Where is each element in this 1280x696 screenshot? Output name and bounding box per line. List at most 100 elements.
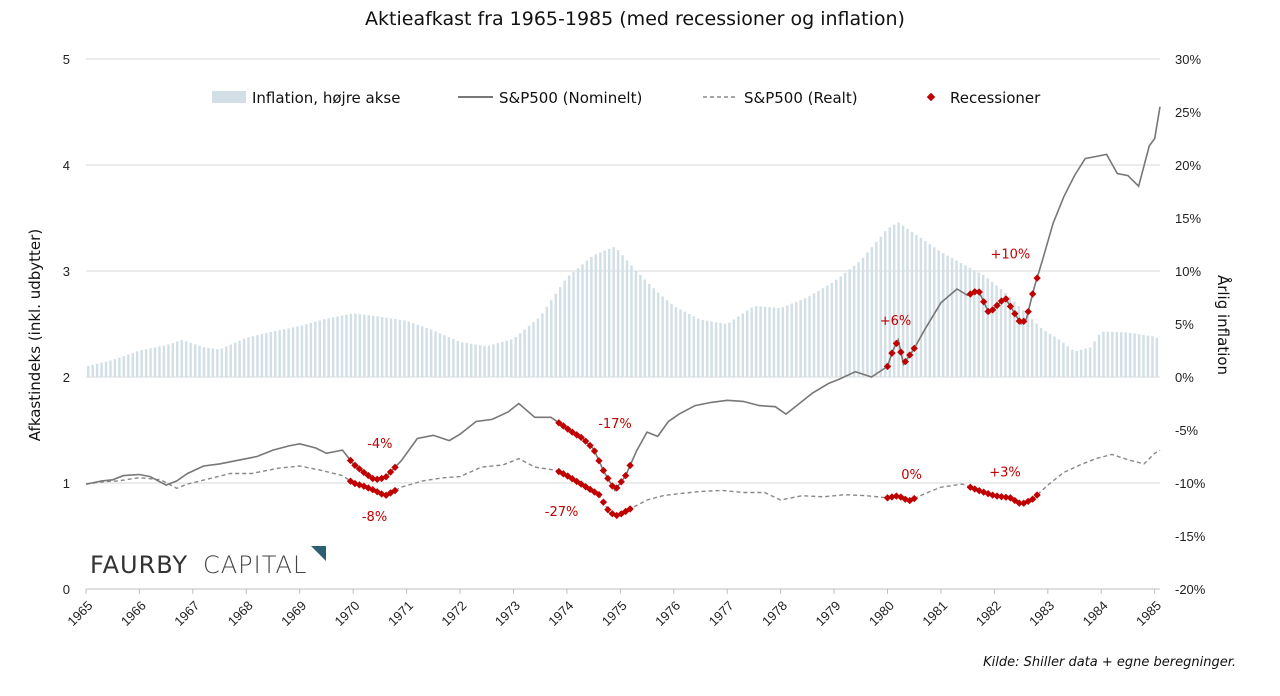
inflation-bar [314,321,317,377]
y-right-tick-label: -20% [1175,582,1206,597]
y-axis-left-label: Afkastindeks (inkl. udbytter) [26,229,44,441]
inflation-bar [817,290,820,377]
recession-marker [1020,317,1028,326]
inflation-bar [683,311,687,377]
recession-marker [906,351,914,359]
y-left-tick-label: 1 [63,476,70,491]
inflation-bar [995,285,998,377]
inflation-bar [461,342,464,377]
x-tick-label: 1974 [545,598,576,629]
inflation-bar [487,345,491,377]
x-tick-label: 1983 [1026,598,1057,629]
recession-marker [1006,302,1015,311]
inflation-bar [919,238,923,377]
chart-title: Aktieafkast fra 1965-1985 (med recession… [365,8,905,30]
inflation-bar [1128,332,1132,377]
y-right-tick-label: 5% [1175,317,1194,332]
recession-marker [559,422,568,430]
inflation-bar [585,260,589,377]
inflation-bar [937,250,940,377]
source-note: Kilde: Shiller data + egne beregninger. [983,655,1236,670]
recession-marker [617,478,625,486]
inflation-bar [697,318,700,377]
x-tick-label: 1971 [385,598,416,629]
inflation-bar [750,307,753,377]
recession-marker [1015,499,1023,507]
inflation-bar [901,225,905,377]
legend-label-recession: Recessioner [950,89,1041,107]
recession-marker [971,288,979,296]
inflation-bar [122,356,126,377]
inflation-bar [296,326,299,377]
inflation-bar [723,323,727,377]
inflation-bar [1053,336,1056,377]
x-tick-label: 1980 [866,598,897,629]
inflation-bar [852,265,856,377]
x-tick-label: 1985 [1133,598,1164,629]
inflation-bar [835,279,838,377]
inflation-bar [567,275,571,377]
recession-annotation: +10% [990,247,1030,262]
inflation-bar [1093,341,1096,377]
inflation-bar [1097,334,1101,377]
inflation-bar [1146,335,1150,377]
inflation-bar [656,292,660,377]
inflation-bar [1102,331,1105,377]
inflation-bar [1071,349,1074,377]
recession-marker [997,492,1006,501]
inflation-bar [977,272,980,377]
inflation-bar [955,260,958,377]
inflation-bar [875,241,878,377]
recession-marker [910,344,918,353]
recession-marker [1033,274,1041,282]
inflation-bar [523,329,526,377]
inflation-bar [1013,301,1016,377]
inflation-bar [621,255,624,377]
recession-marker [613,484,621,492]
x-tick-label: 1975 [599,598,630,629]
y-left-tick-label: 3 [63,264,70,279]
inflation-bar [167,344,170,377]
recession-marker [590,447,599,455]
inflation-bar [331,317,335,377]
inflation-bar [265,333,268,377]
inflation-bar [100,362,103,377]
inflation-bar [532,322,535,377]
recession-marker [604,474,612,483]
annotations: -4% -8% -17% -27% +6% 0% +10% +3% [362,247,1030,525]
inflation-bar [688,314,691,377]
inflation-bar [545,306,549,377]
recession-marker [595,490,603,499]
logo: FAURBY CAPITAL [90,546,326,579]
inflation-bar [376,316,379,377]
inflation-bar [1017,305,1021,377]
inflation-bar [558,287,562,377]
inflation-bar [394,319,397,377]
inflation-bar [1035,323,1038,377]
recession-marker [382,473,390,481]
recession-marker [386,468,395,476]
x-tick-label: 1968 [225,598,256,629]
inflation-bar [754,306,758,377]
inflation-bar [634,270,638,377]
inflation-bar [857,262,860,377]
inflation-bar [554,293,557,377]
recession-marker [351,461,359,470]
x-tick-label: 1981 [919,598,950,629]
inflation-bar [229,344,232,377]
inflation-bar [349,313,353,377]
inflation-bar [607,248,611,377]
inflation-bar [309,323,313,377]
inflation-bar [541,313,544,377]
inflation-bar [322,319,326,377]
inflation-bar [1066,346,1070,377]
inflation-bar [741,313,745,377]
inflation-bar [906,228,909,377]
inflation-bar [999,289,1003,377]
legend-label-nominal: S&P500 (Nominelt) [499,89,642,107]
recession-marker [883,362,892,371]
inflation-bar [1057,339,1061,377]
y-left-tick-label: 4 [63,158,70,173]
x-tick-label: 1977 [706,598,737,629]
legend: Inflation, højre akse S&P500 (Nominelt) … [212,89,1041,107]
